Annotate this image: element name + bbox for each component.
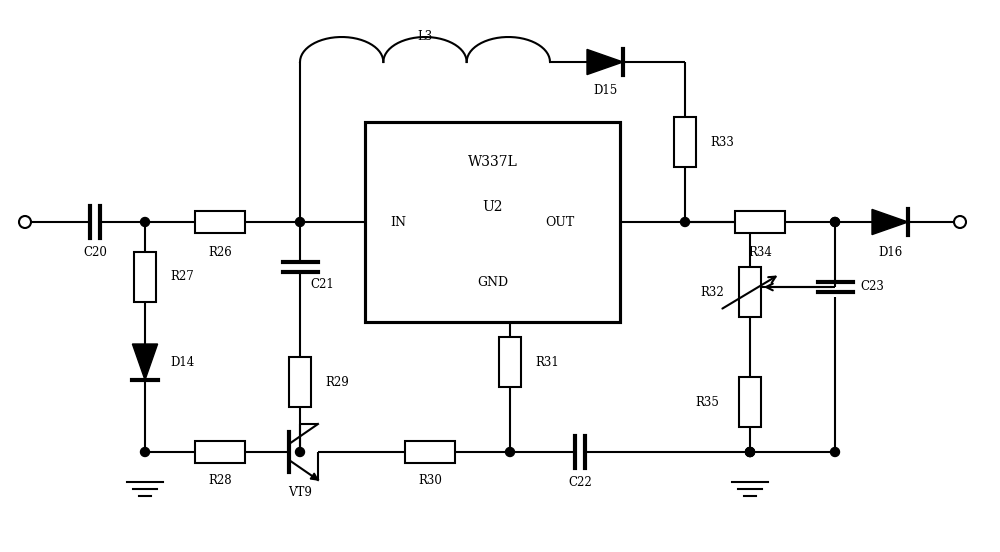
Circle shape [830, 448, 840, 457]
Polygon shape [872, 209, 908, 235]
Text: R26: R26 [208, 246, 232, 258]
Text: GND: GND [477, 275, 508, 289]
Text: R33: R33 [710, 135, 734, 148]
Text: D16: D16 [878, 246, 902, 258]
Circle shape [746, 448, 755, 457]
Text: R28: R28 [208, 474, 232, 486]
Bar [499, 337, 521, 387]
Circle shape [296, 448, 304, 457]
Circle shape [680, 217, 690, 226]
Bar [739, 267, 761, 317]
Text: D15: D15 [593, 83, 617, 97]
Text: R35: R35 [695, 395, 719, 408]
Bar [195, 441, 245, 463]
Text: C21: C21 [310, 279, 334, 291]
Text: C20: C20 [83, 246, 107, 258]
Bar [735, 211, 785, 233]
Circle shape [19, 216, 31, 228]
Text: L3: L3 [417, 30, 433, 44]
Text: R31: R31 [535, 355, 559, 369]
Text: IN: IN [390, 215, 406, 229]
Text: R32: R32 [700, 285, 724, 299]
Polygon shape [132, 344, 158, 380]
Polygon shape [587, 49, 623, 75]
Bar [739, 377, 761, 427]
Bar [405, 441, 455, 463]
Text: VT9: VT9 [288, 486, 312, 498]
Circle shape [296, 217, 304, 226]
Text: R29: R29 [325, 375, 349, 389]
Circle shape [140, 448, 150, 457]
Circle shape [506, 448, 514, 457]
Bar [134, 252, 156, 302]
Text: R27: R27 [170, 270, 194, 284]
Bar [674, 117, 696, 167]
Circle shape [140, 217, 150, 226]
Bar [289, 357, 311, 407]
Text: OUT: OUT [545, 215, 574, 229]
Bar [195, 211, 245, 233]
Circle shape [954, 216, 966, 228]
Circle shape [746, 448, 755, 457]
Polygon shape [310, 473, 318, 480]
Text: R30: R30 [418, 474, 442, 486]
Circle shape [746, 448, 755, 457]
Circle shape [830, 217, 840, 226]
Text: D14: D14 [170, 355, 194, 369]
Text: C23: C23 [860, 280, 884, 294]
Text: R34: R34 [748, 246, 772, 258]
Text: C22: C22 [568, 475, 592, 489]
Circle shape [830, 217, 840, 226]
Text: W337L: W337L [468, 155, 517, 169]
Text: U2: U2 [482, 200, 503, 214]
Bar [365, 122, 620, 322]
